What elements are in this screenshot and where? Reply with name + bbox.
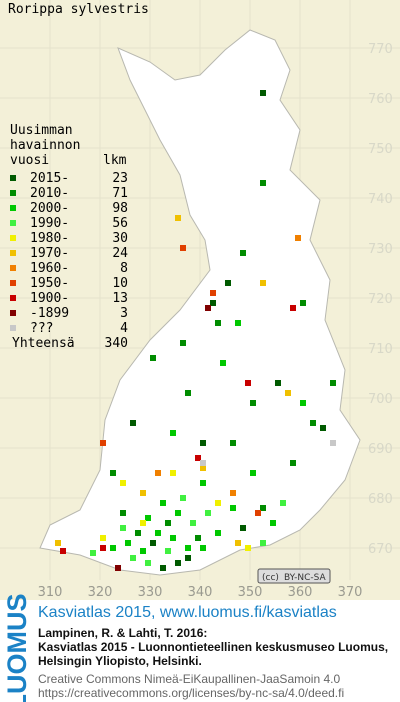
legend-label: 2000- (30, 201, 69, 216)
legend-swatch (10, 250, 16, 256)
legend-swatch (10, 310, 16, 316)
y-label: 750 (368, 142, 393, 157)
legend-heading: vuosi (10, 153, 49, 168)
x-label: 370 (338, 585, 363, 600)
legend-swatch (10, 235, 16, 241)
y-label: 700 (368, 392, 393, 407)
legend-count: 71 (112, 186, 128, 201)
x-label: 350 (238, 585, 263, 600)
legend-label: 1990- (30, 216, 69, 231)
legend-label: 1980- (30, 231, 69, 246)
legend-swatch (10, 175, 16, 181)
headline: Kasviatlas 2015, www.luomus.fi/kasviatla… (38, 604, 337, 621)
legend-swatch (10, 190, 16, 196)
observation-squares (55, 90, 336, 571)
y-label: 740 (368, 192, 393, 207)
x-label: 360 (288, 585, 313, 600)
legend-label: 1960- (30, 261, 69, 276)
license-badge: (cc) BY-NC-SA (257, 568, 331, 584)
total-count: 340 (105, 336, 128, 351)
species-title: Rorippa sylvestris (8, 2, 149, 17)
legend-count: 3 (120, 306, 128, 321)
citation-line: Helsingin Yliopisto, Helsinki. (38, 654, 202, 668)
legend-label: -1899 (30, 306, 69, 321)
y-label: 770 (368, 42, 393, 57)
y-label: 730 (368, 242, 393, 257)
legend-swatch (10, 205, 16, 211)
x-label: 310 (38, 585, 63, 600)
x-label: 340 (188, 585, 213, 600)
legend-label: 1950- (30, 276, 69, 291)
legend-label: ??? (30, 321, 53, 336)
y-label: 720 (368, 292, 393, 307)
legend-count: 24 (112, 246, 128, 261)
y-label: 680 (368, 492, 393, 507)
legend-count: 10 (112, 276, 128, 291)
y-label: 710 (368, 342, 393, 357)
x-label: 320 (88, 585, 113, 600)
license-line: Creative Commons Nimeä-EiKaupallinen-Jaa… (38, 672, 340, 686)
legend-swatch (10, 280, 16, 286)
legend-count: 98 (112, 201, 128, 216)
y-label: 690 (368, 442, 393, 457)
legend-count: 30 (112, 231, 128, 246)
citation-line: Kasviatlas 2015 - Luonnontieteellinen ke… (38, 640, 388, 654)
finland-outline (39, 29, 361, 576)
legend-count-heading: lkm (103, 153, 127, 168)
legend-heading: Uusimman (10, 123, 73, 138)
y-label: 670 (368, 542, 393, 557)
legend-label: 1970- (30, 246, 69, 261)
legend-label: 2015- (30, 171, 69, 186)
legend-swatch (10, 295, 16, 301)
legend-count: 23 (112, 171, 128, 186)
legend-count: 4 (120, 321, 128, 336)
y-label: 760 (368, 92, 393, 107)
legend-count: 8 (120, 261, 128, 276)
legend-count: 56 (112, 216, 128, 231)
license-badge-text: BY-NC-SA (284, 573, 327, 583)
citation-line: Lampinen, R. & Lahti, T. 2016: (38, 626, 207, 640)
total-label: Yhteensä (12, 336, 75, 351)
legend-heading: havainnon (10, 138, 80, 153)
brand: LUOMUS (2, 594, 32, 702)
legend-count: 13 (112, 291, 128, 306)
license-line: https://creativecommons.org/licenses/by-… (38, 686, 344, 700)
svg-text:(cc): (cc) (262, 573, 279, 583)
legend-swatch (10, 325, 16, 331)
x-label: 330 (138, 585, 163, 600)
legend-swatch (10, 265, 16, 271)
legend-swatch (10, 220, 16, 226)
legend-label: 2010- (30, 186, 69, 201)
footer: Lampinen, R. & Lahti, T. 2016:Kasviatlas… (38, 626, 388, 700)
legend-label: 1900- (30, 291, 69, 306)
